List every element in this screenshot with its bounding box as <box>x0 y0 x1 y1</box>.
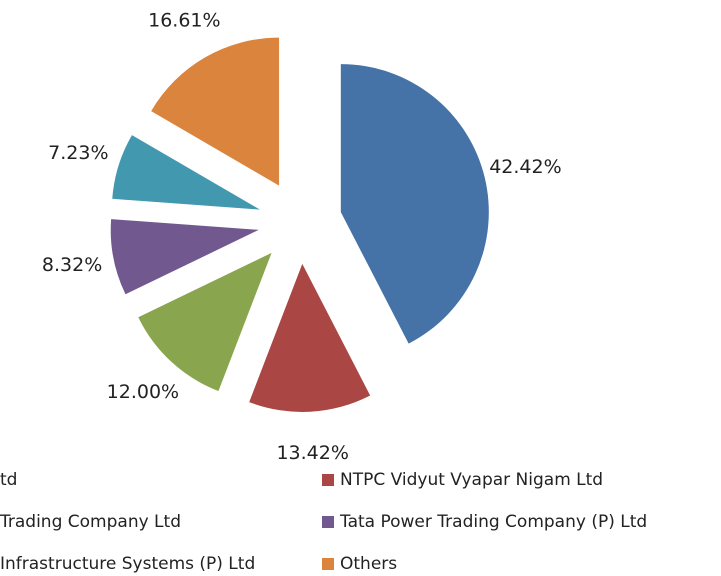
data-label: 42.42% <box>489 156 561 178</box>
legend-label: NTPC Vidyut Vyapar Nigam Ltd <box>340 470 603 490</box>
pie-slice <box>340 64 489 344</box>
data-label: 12.00% <box>107 381 179 403</box>
legend-swatch <box>322 558 334 570</box>
legend-label: Trading Company Ltd <box>0 512 181 532</box>
legend-label: td <box>0 470 17 490</box>
pie-slice <box>110 219 259 295</box>
pie-slice <box>138 252 272 392</box>
legend-label: Tata Power Trading Company (P) Ltd <box>339 512 647 532</box>
legend-swatch <box>322 474 334 486</box>
legend-label: Infrastructure Systems (P) Ltd <box>0 554 255 574</box>
pie-slice <box>249 263 371 412</box>
data-label: 13.42% <box>276 442 348 464</box>
data-label: 16.61% <box>148 9 220 31</box>
data-label: 7.23% <box>48 142 108 164</box>
pie-slice <box>151 37 280 186</box>
legend-label: Others <box>340 554 397 574</box>
pie-slice <box>112 135 260 210</box>
legend-swatch <box>322 516 334 528</box>
data-label: 8.32% <box>42 254 102 276</box>
